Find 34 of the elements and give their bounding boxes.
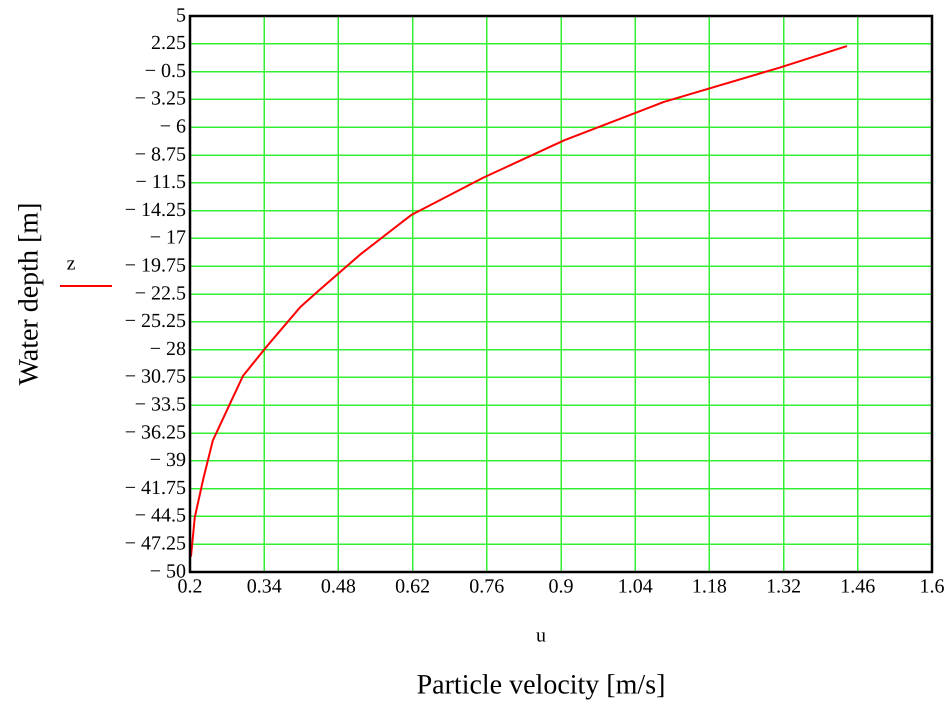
text: z — [66, 252, 76, 274]
text: u — [536, 624, 546, 646]
y-tick-label: − 44.5 — [134, 504, 186, 527]
y-axis-title: Water depth [m] — [13, 202, 44, 386]
y-tick-label: 5 — [176, 4, 186, 26]
x-tick-label: 0.76 — [469, 575, 504, 598]
y-tick-label: − 25.25 — [124, 310, 186, 332]
x-axis-title: Particle velocity [m/s] — [416, 669, 666, 700]
y-tick-label: − 22.5 — [134, 282, 186, 304]
x-tick-label: 0.48 — [320, 575, 356, 598]
y-tick-label: − 8.75 — [134, 143, 186, 166]
y-tick-label: − 3.25 — [134, 88, 186, 110]
x-tick-label: 1.18 — [692, 575, 727, 598]
x-tick-label: 1.32 — [766, 575, 802, 598]
y-tick-label: − 17 — [150, 226, 186, 249]
y-tick-label: − 36.25 — [124, 421, 186, 444]
x-tick-label: 1.6 — [920, 575, 944, 598]
x-tick-label: 0.9 — [548, 575, 574, 598]
y-tick-label: − 30.75 — [124, 366, 186, 388]
x-tick-label: 0.34 — [246, 575, 282, 598]
y-tick-label: − 0.5 — [144, 60, 186, 82]
y-tick-label: − 6 — [160, 115, 186, 138]
y-tick-label: − 11.5 — [135, 171, 186, 194]
y-tick-label: − 47.25 — [124, 532, 186, 554]
y-tick-label: − 14.25 — [124, 198, 186, 221]
y-tick-label: − 28 — [150, 338, 186, 360]
y-tick-label: − 41.75 — [124, 476, 186, 499]
y-tick-label: 2.25 — [151, 32, 186, 54]
y-tick-label: − 19.75 — [124, 254, 186, 276]
x-tick-label: 0.62 — [395, 575, 430, 598]
x-tick-label: 1.04 — [618, 575, 653, 598]
y-tick-label: − 39 — [150, 449, 186, 472]
x-tick-label: 1.46 — [840, 575, 876, 598]
y-tick-label: − 33.5 — [134, 393, 186, 416]
